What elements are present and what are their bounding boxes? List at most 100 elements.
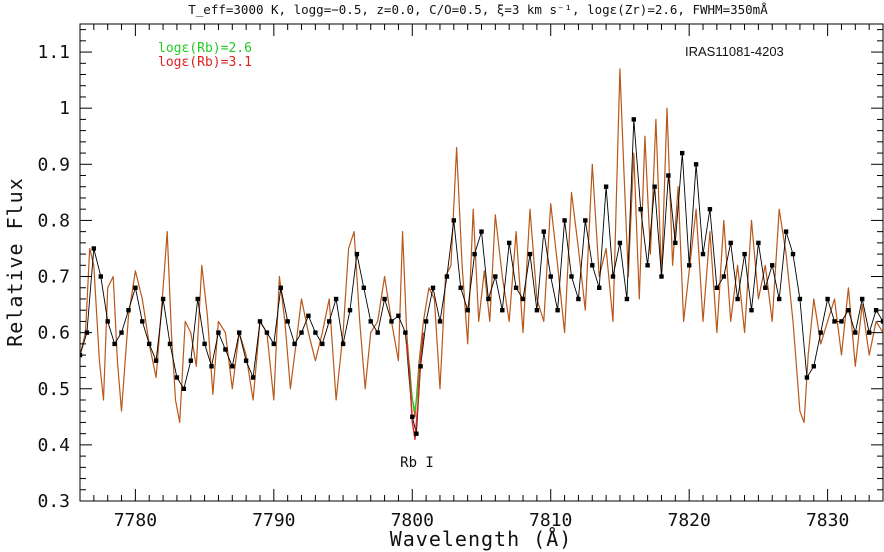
observed-point bbox=[597, 285, 602, 290]
observed-point bbox=[430, 285, 436, 290]
observed-point bbox=[603, 184, 609, 189]
observed-point bbox=[414, 431, 419, 436]
observed-point bbox=[195, 296, 200, 302]
observed-point bbox=[479, 229, 484, 234]
observed-point bbox=[437, 319, 443, 324]
observed-point bbox=[513, 285, 519, 290]
observed-point bbox=[320, 341, 325, 347]
observed-point bbox=[631, 117, 636, 122]
observed-point bbox=[811, 364, 816, 369]
observed-point bbox=[472, 251, 477, 257]
observed-point bbox=[700, 251, 706, 257]
observed-point bbox=[140, 319, 145, 324]
observed-point bbox=[250, 375, 256, 380]
observed-point bbox=[839, 319, 844, 324]
observed-point bbox=[569, 274, 574, 279]
x-tick-label: 7830 bbox=[806, 510, 849, 531]
observed-point bbox=[520, 296, 526, 302]
observed-point bbox=[285, 319, 290, 324]
observed-point bbox=[354, 251, 360, 257]
observed-point bbox=[174, 375, 180, 380]
legend-entry-rb-2-6: logε(Rb)=2.6 bbox=[158, 41, 252, 56]
observed-point bbox=[451, 218, 456, 223]
observed-point bbox=[375, 330, 380, 335]
observed-point bbox=[749, 308, 754, 313]
observed-point bbox=[832, 319, 837, 324]
observed-point bbox=[555, 308, 560, 313]
observed-point bbox=[797, 296, 803, 302]
y-tick-label: 0.7 bbox=[37, 267, 70, 288]
y-tick-label: 0.4 bbox=[37, 435, 70, 456]
observed-point bbox=[659, 274, 664, 279]
observed-point bbox=[562, 218, 567, 223]
observed-point bbox=[105, 319, 110, 324]
observed-point bbox=[382, 296, 387, 302]
observed-point bbox=[666, 173, 671, 178]
observed-point bbox=[327, 319, 332, 324]
observed-point bbox=[264, 330, 270, 335]
observed-point bbox=[638, 207, 643, 212]
observed-point bbox=[340, 341, 346, 347]
rb-high-model-line bbox=[406, 332, 425, 440]
observed-point bbox=[313, 330, 318, 335]
observed-point bbox=[458, 285, 463, 290]
observed-point bbox=[790, 251, 796, 257]
observed-point bbox=[687, 263, 692, 268]
x-tick-label: 7790 bbox=[252, 510, 295, 531]
y-tick-label: 0.6 bbox=[37, 323, 70, 344]
observed-point bbox=[418, 364, 423, 369]
observed-point bbox=[680, 150, 685, 156]
observed-point bbox=[112, 341, 117, 347]
observed-point bbox=[527, 251, 533, 257]
observed-point bbox=[804, 375, 810, 380]
legend-entry-rb-3-1: logε(Rb)=3.1 bbox=[158, 55, 252, 70]
observed-point bbox=[202, 341, 207, 347]
observed-point bbox=[444, 274, 450, 279]
observed-point bbox=[209, 364, 214, 369]
observed-point bbox=[361, 285, 366, 290]
observed-point bbox=[860, 296, 865, 302]
observed-point bbox=[119, 330, 124, 335]
synthetic-spectrum-line bbox=[80, 68, 883, 423]
x-tick-label: 7810 bbox=[529, 510, 572, 531]
observed-point bbox=[867, 330, 872, 335]
observed-point bbox=[853, 330, 858, 335]
observed-point bbox=[493, 274, 498, 279]
observed-point bbox=[825, 296, 830, 302]
x-tick-label: 7800 bbox=[391, 510, 434, 531]
observed-point bbox=[347, 308, 353, 313]
observed-point bbox=[147, 341, 152, 347]
object-label: IRAS11081-4203 bbox=[685, 44, 784, 59]
y-axis: 0.3 0.4 0.5 0.6 0.7 0.8 0.9 1 1.1 bbox=[37, 29, 883, 512]
observed-point bbox=[541, 229, 546, 234]
observed-point bbox=[486, 296, 491, 302]
observed-point bbox=[237, 330, 242, 335]
observed-point bbox=[133, 285, 138, 290]
observed-point bbox=[617, 240, 623, 246]
observed-point bbox=[278, 285, 283, 290]
observed-point bbox=[423, 319, 429, 324]
observed-point bbox=[153, 358, 159, 363]
x-axis: 7780 7790 7800 7810 7820 7830 bbox=[79, 24, 884, 531]
x-axis-label: Wavelength (Å) bbox=[390, 527, 573, 551]
observed-point bbox=[770, 263, 775, 268]
observed-point bbox=[410, 414, 415, 419]
observed-point bbox=[728, 240, 733, 246]
observed-point bbox=[756, 240, 761, 246]
observed-point bbox=[735, 296, 740, 302]
observed-point bbox=[181, 386, 186, 391]
x-tick-label: 7820 bbox=[667, 510, 710, 531]
observed-point bbox=[645, 263, 650, 268]
rb-line-label: Rb I bbox=[400, 455, 434, 471]
observed-spectrum-line bbox=[80, 118, 883, 435]
observed-point bbox=[707, 207, 713, 212]
plot-area bbox=[80, 68, 883, 440]
observed-point bbox=[783, 229, 789, 234]
y-tick-label: 0.3 bbox=[37, 491, 70, 512]
observed-point bbox=[223, 347, 228, 352]
observed-point bbox=[742, 251, 747, 257]
observed-point bbox=[590, 263, 595, 268]
observed-point bbox=[396, 313, 401, 318]
observed-point bbox=[534, 308, 540, 313]
